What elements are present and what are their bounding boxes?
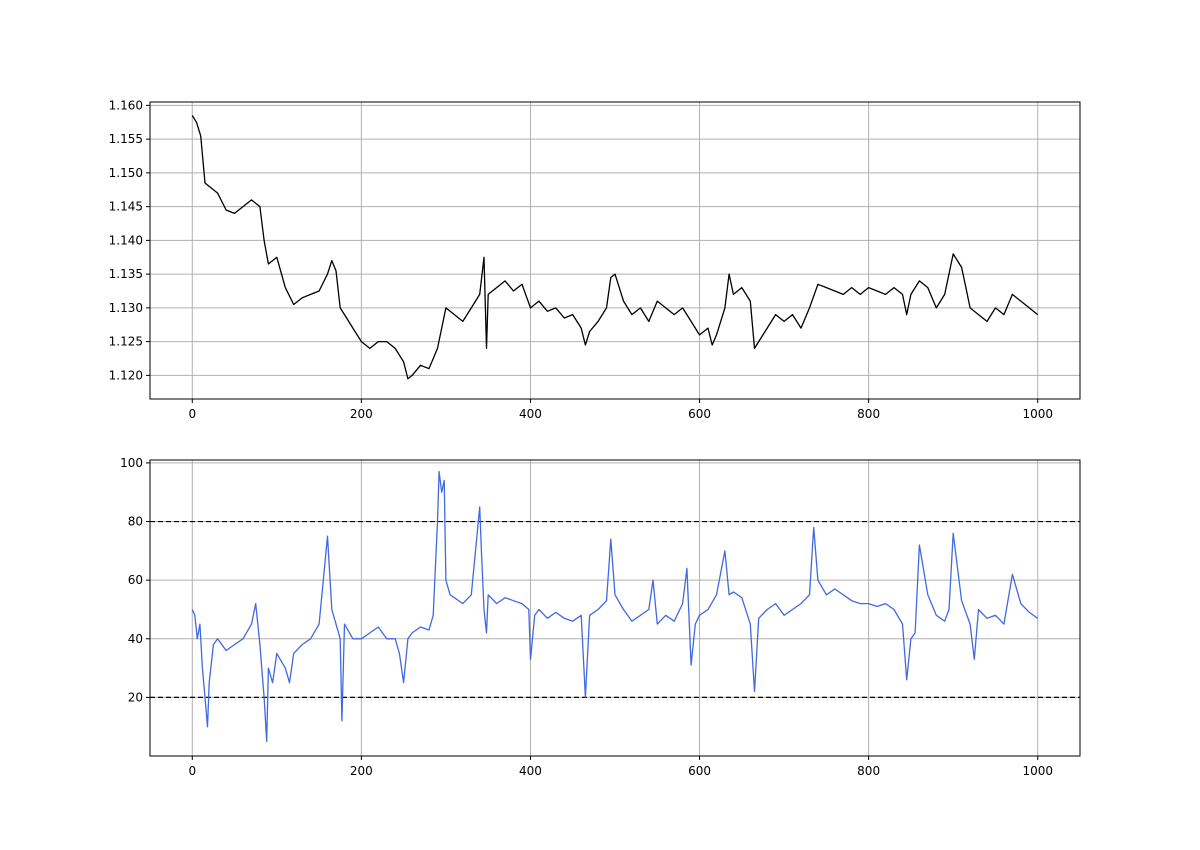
y-tick-label: 1.150 <box>109 166 143 180</box>
x-tick-label: 600 <box>688 407 711 421</box>
x-tick-label: 600 <box>688 764 711 778</box>
x-tick-label: 0 <box>188 407 196 421</box>
y-tick-label: 1.140 <box>109 233 143 247</box>
price-chart-panel: 0 200 400 600 800 1000 1.120 1.125 1.130 1.135 1.1… <box>109 98 1081 421</box>
x-tick-label: 1000 <box>1022 764 1053 778</box>
y-tick-label: 80 <box>128 515 143 529</box>
y-tick-label: 1.145 <box>109 200 143 214</box>
x-tick-label: 200 <box>350 764 373 778</box>
x-tick-label: 400 <box>519 407 542 421</box>
x-tick-label: 800 <box>857 764 880 778</box>
y-tick-label: 60 <box>128 573 143 587</box>
y-tick-label: 1.130 <box>109 301 143 315</box>
y-tick-label: 40 <box>128 632 143 646</box>
y-tick-label: 20 <box>128 690 143 704</box>
series-line <box>191 471 1039 742</box>
y-tick-label: 1.155 <box>109 132 143 146</box>
y-tick-label: 100 <box>120 456 143 470</box>
axes-frame <box>149 459 1081 757</box>
x-tick-label: 0 <box>188 764 196 778</box>
axes-frame <box>149 101 1081 400</box>
y-tick-label: 1.125 <box>109 335 143 349</box>
x-tick-label: 1000 <box>1022 407 1053 421</box>
x-tick-label: 400 <box>519 764 542 778</box>
x-tick-label: 200 <box>350 407 373 421</box>
series-line <box>191 115 1039 380</box>
oscillator-chart-panel: 0 200 400 600 800 1000 20 40 60 80 100 <box>120 456 1081 778</box>
y-tick-label: 1.135 <box>109 267 143 281</box>
y-tick-label: 1.160 <box>109 98 143 112</box>
x-tick-label: 800 <box>857 407 880 421</box>
y-tick-label: 1.120 <box>109 368 143 382</box>
